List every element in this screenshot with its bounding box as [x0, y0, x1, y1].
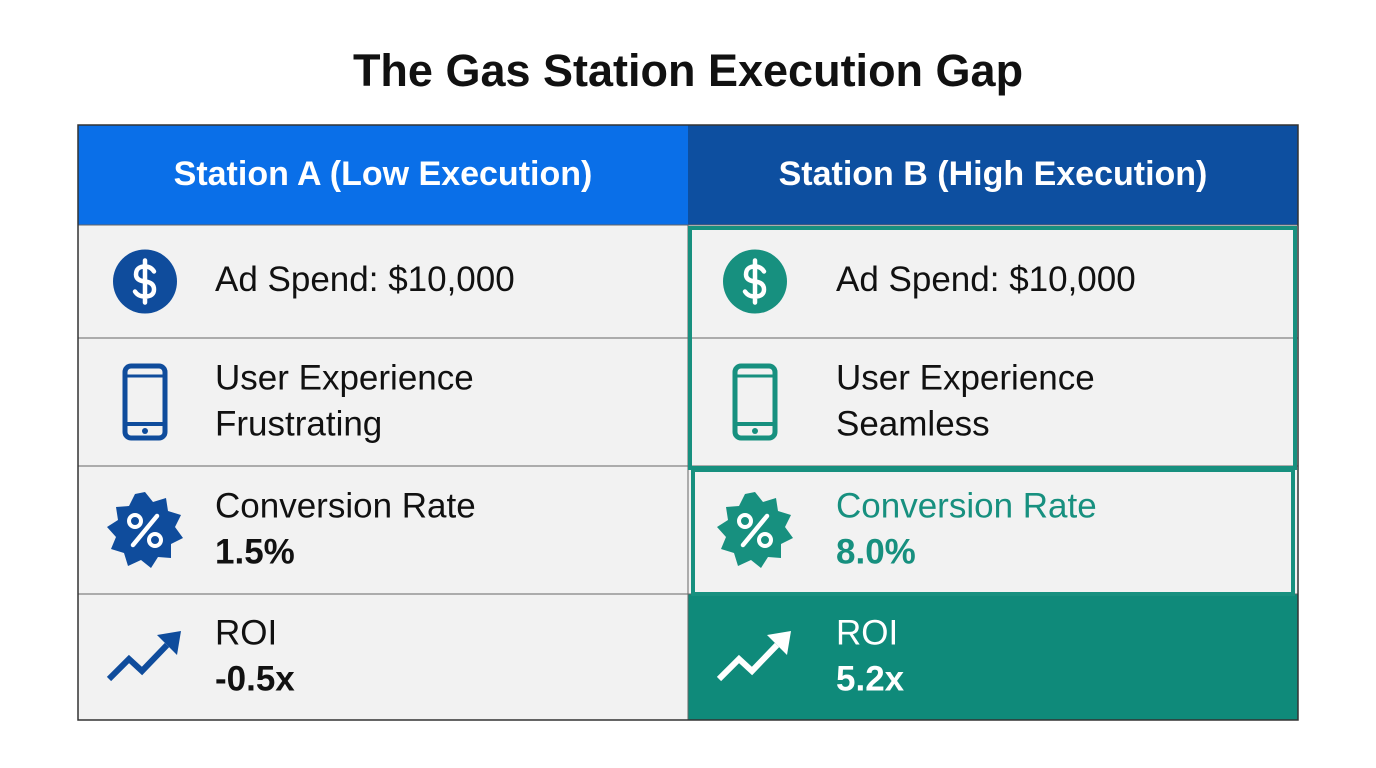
- cell-label: ROI: [215, 613, 277, 652]
- title: The Gas Station Execution Gap: [353, 45, 1023, 96]
- cell-bg: [687, 337, 1299, 467]
- highlight-frame: [691, 468, 1295, 596]
- cell-value: Seamless: [836, 404, 990, 443]
- cell-bg: [77, 593, 689, 721]
- cell-label: ROI: [836, 613, 898, 652]
- cell-value: 1.5%: [215, 532, 295, 571]
- comparison-table: Station A (Low Execution) Station B (High…: [77, 124, 1299, 721]
- table-border: [77, 124, 1299, 721]
- icon: [113, 250, 177, 314]
- column-header-bg: [78, 125, 688, 225]
- column-header-bg: [688, 125, 1298, 225]
- cell-bg: [687, 593, 1299, 721]
- column-header: Station A (Low Execution): [174, 155, 593, 193]
- cell-bg: [77, 465, 689, 595]
- cell-value: 5.2x: [836, 659, 905, 698]
- cell-bg: [77, 337, 689, 467]
- cell-label: Ad Spend: $10,000: [215, 260, 515, 299]
- cell-value: -0.5x: [215, 659, 295, 698]
- cell-label: User Experience: [215, 358, 474, 397]
- cell-label: Ad Spend: $10,000: [836, 260, 1136, 299]
- cell-label: Conversion Rate: [836, 486, 1097, 525]
- column-header: Station B (High Execution): [779, 155, 1208, 193]
- cell-bg: [77, 224, 689, 339]
- cell-value: 8.0%: [836, 532, 916, 571]
- cell-value: Frustrating: [215, 404, 382, 443]
- cell-label: Conversion Rate: [215, 486, 476, 525]
- icon: [723, 250, 787, 314]
- cell-label: User Experience: [836, 358, 1095, 397]
